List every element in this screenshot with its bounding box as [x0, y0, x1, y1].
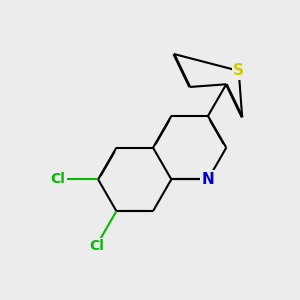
- Text: Cl: Cl: [50, 172, 65, 186]
- Text: N: N: [202, 172, 214, 187]
- Text: Cl: Cl: [89, 239, 104, 253]
- Text: S: S: [233, 63, 244, 78]
